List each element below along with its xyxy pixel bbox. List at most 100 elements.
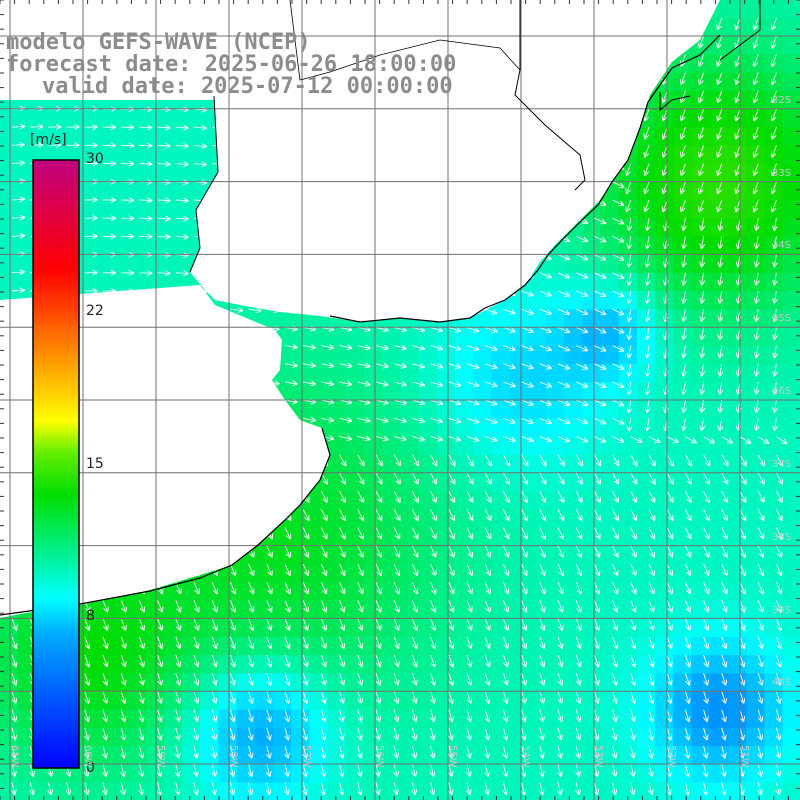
wind-arrow [303,400,315,402]
wind-arrow [776,454,782,466]
wind-arrow [120,600,126,611]
wind-arrow [594,217,605,223]
wind-arrow [357,437,370,440]
wind-arrow [485,345,496,350]
wind-arrow [754,145,759,156]
wind-arrow [193,636,198,648]
wind-arrow [594,254,605,260]
wind-arrow [612,181,624,187]
wind-arrow [175,636,180,648]
wind-arrow [557,290,569,296]
wind-arrow [757,436,768,444]
wind-arrow [557,254,569,260]
lon-label: 61W [9,745,20,768]
wind-arrow [703,509,709,520]
wind-arrow [594,490,600,502]
wind-arrow [339,418,352,421]
wind-arrow [594,345,605,351]
wind-arrow [503,417,514,422]
wind-arrow [466,636,471,648]
wind-arrow [339,618,344,630]
wind-arrow [430,563,436,575]
wind-arrow [702,381,704,394]
wind-arrow [302,636,307,648]
wind-arrow [739,454,746,466]
wind-arrow [702,236,704,248]
wind-arrow [84,636,89,648]
wind-arrow [448,563,454,575]
wind-arrow [666,454,673,466]
wind-arrow [756,236,758,248]
wind-arrow [466,545,472,557]
lon-label: 53W [593,745,604,768]
wind-arrow [612,308,624,314]
wind-arrow [757,490,764,502]
wind-arrow [774,272,776,285]
wind-arrow [339,454,346,466]
wind-arrow [594,363,605,369]
wind-arrow [321,418,333,420]
lon-label: 60W [82,745,93,768]
wind-arrow [756,309,758,321]
wind-arrow [684,582,690,593]
wind-arrow [630,600,636,611]
wind-arrow [721,454,728,466]
wind-arrow [266,636,271,648]
wind-arrow [630,527,636,539]
wind-arrow [700,108,705,120]
wind-arrow [683,345,685,358]
wind-arrow [339,437,352,440]
wind-arrow [629,381,631,394]
wind-arrow [412,418,424,421]
wind-arrow [302,582,308,593]
wind-arrow [612,509,618,520]
wind-arrow [430,437,443,440]
wind-arrow [375,382,388,385]
wind-arrow [720,400,722,412]
wind-arrow [302,545,308,557]
wind-arrow [138,618,143,630]
wind-arrow [521,381,533,386]
wind-arrow [448,490,455,502]
wind-arrow [430,509,436,520]
wind-arrow [739,509,745,520]
wind-arrow [629,363,631,376]
wind-arrow [736,181,741,193]
wind-arrow [11,618,16,630]
wind-arrow [739,600,745,611]
wind-arrow [339,382,352,385]
wind-arrow [539,417,551,423]
wind-arrow [394,327,406,330]
wind-arrow [339,472,346,484]
wind-arrow [502,509,508,520]
wind-arrow [175,164,188,165]
wind-arrow [11,145,24,146]
wind-arrow [666,582,672,593]
wind-arrow [539,490,546,502]
wind-arrow [576,308,587,314]
wind-arrow [557,345,569,351]
wind-arrow [612,545,618,557]
wind-arrow [666,545,672,557]
wind-arrow [757,545,763,557]
wind-arrow [430,364,443,367]
wind-arrow [284,600,290,611]
wind-arrow [502,545,508,557]
wind-arrow [521,636,526,648]
wind-arrow [157,164,170,165]
wind-arrow [647,363,649,376]
wind-arrow [756,254,758,267]
wind-arrow [683,272,685,285]
wind-arrow [30,127,42,128]
wind-arrow [284,582,290,593]
wind-arrow [357,545,363,557]
wind-arrow [774,218,776,230]
wind-arrow [721,545,727,557]
wind-arrow [485,326,496,331]
wind-arrow [612,527,618,539]
wind-arrow [430,327,443,330]
wind-arrow [575,600,581,611]
wind-arrow [629,345,631,358]
wind-arrow [685,490,691,502]
